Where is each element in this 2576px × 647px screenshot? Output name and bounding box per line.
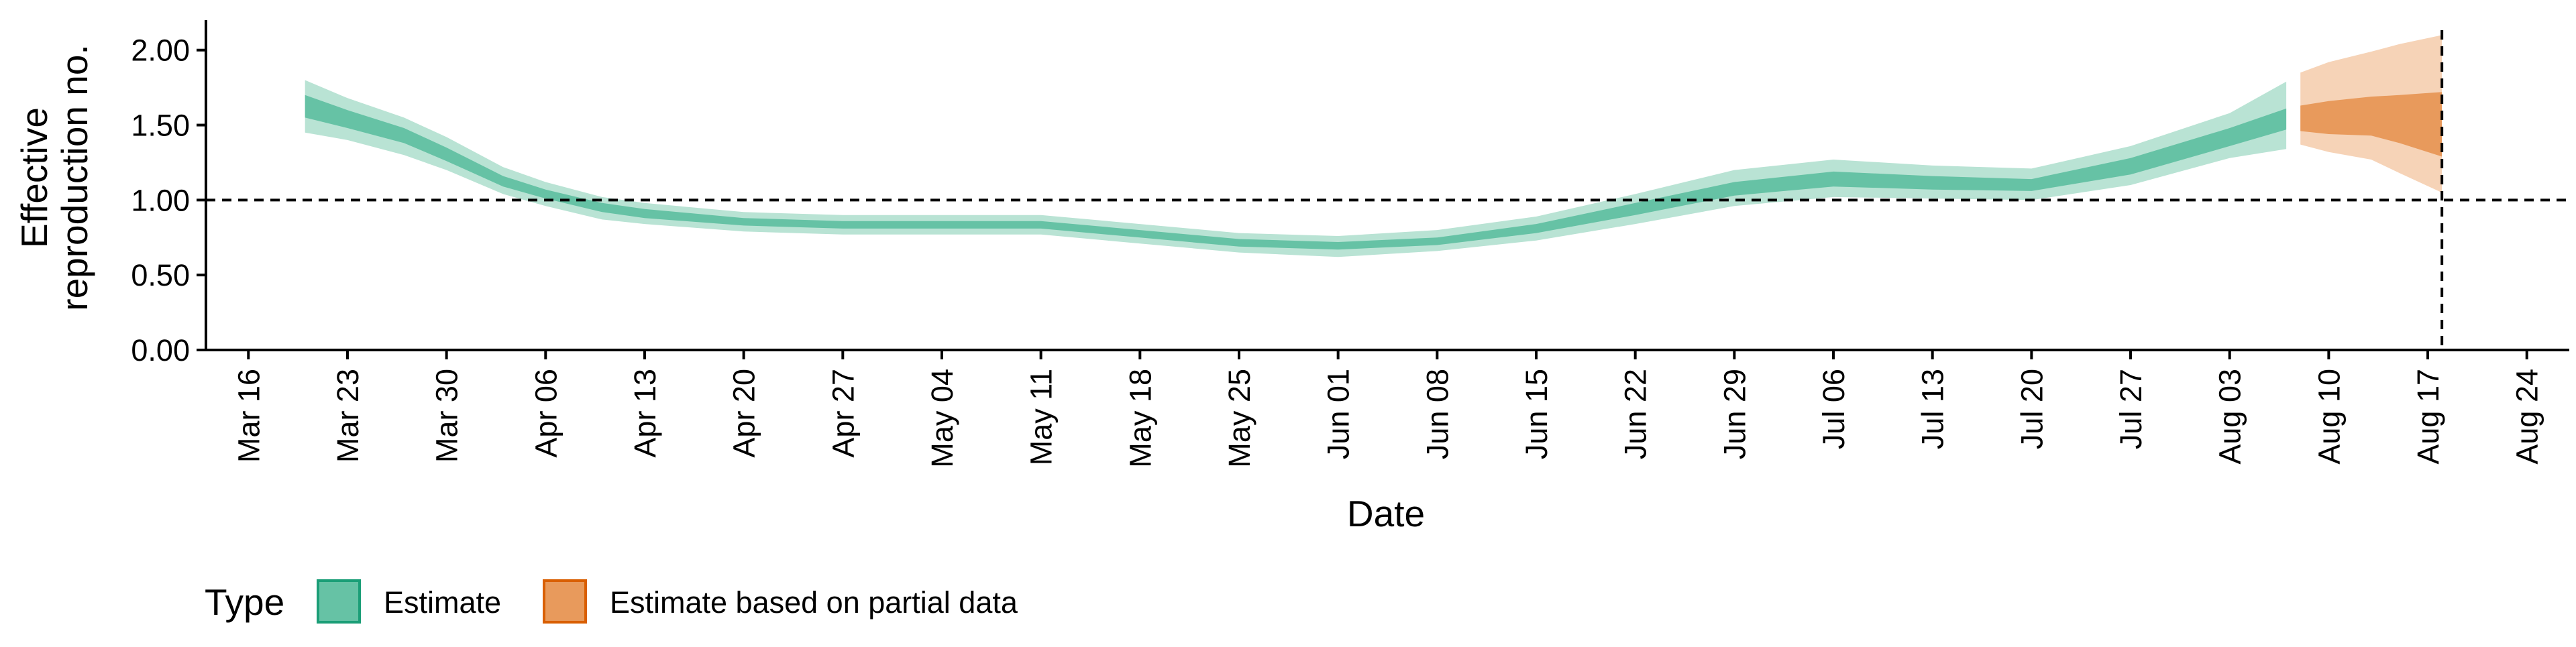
legend-title: Type [205, 581, 284, 623]
axes: 0.00 0.50 1.00 1.50 2.00 Mar 16 Mar 23 Mar 30 Ap… [131, 20, 2569, 468]
x-tick-label: Apr 06 [529, 369, 563, 458]
x-tick-label: Aug 10 [2312, 369, 2346, 465]
x-tick-label: Jul 06 [1817, 369, 1851, 449]
x-tick-label: Apr 27 [826, 369, 860, 458]
series-estimate [305, 80, 2287, 257]
y-tick-label: 1.00 [131, 183, 190, 217]
legend-label-estimate: Estimate [384, 585, 501, 620]
legend: Type Estimate Estimate based on partial … [205, 579, 1018, 624]
x-tick-label: Aug 03 [2213, 369, 2247, 465]
x-tick-label: Jun 29 [1717, 369, 1752, 459]
x-tick-label: Mar 16 [231, 369, 266, 463]
x-tick-label: Apr 20 [727, 369, 761, 458]
x-tick-label: Jul 13 [1916, 369, 1950, 449]
y-axis-title-line-2: reproduction no. [54, 44, 95, 311]
x-tick-label: Jun 08 [1420, 369, 1454, 459]
legend-swatch-partial [543, 579, 587, 624]
band-90-estimate [305, 80, 2287, 257]
x-tick-label: Jun 01 [1322, 369, 1356, 459]
y-tick-label: 1.50 [131, 109, 190, 143]
x-axis-title: Date [1347, 493, 1425, 534]
x-tick-label: May 18 [1123, 369, 1157, 468]
y-tick-label: 0.50 [131, 258, 190, 292]
x-tick-label: Jul 27 [2114, 369, 2148, 449]
x-tick-label: May 04 [925, 369, 959, 468]
x-tick-label: Aug 17 [2411, 369, 2445, 465]
band-50-partial [2300, 92, 2443, 157]
x-tick-label: Mar 23 [331, 369, 365, 463]
x-tick-label: May 25 [1222, 369, 1256, 468]
y-axis-title-line-1: Effective [13, 107, 55, 248]
x-tick-label: Mar 30 [430, 369, 464, 463]
x-tick-label: Jul 20 [2015, 369, 2049, 449]
series-partial-data [2300, 35, 2443, 193]
y-tick-label: 2.00 [131, 34, 190, 68]
x-tick-label: May 11 [1024, 369, 1059, 465]
legend-label-partial: Estimate based on partial data [610, 585, 1018, 620]
x-tick-label: Apr 13 [628, 369, 662, 458]
x-tick-label: Jun 15 [1519, 369, 1554, 459]
y-tick-label: 0.00 [131, 333, 190, 367]
plot-area [206, 30, 2569, 350]
x-tick-label: Jun 22 [1619, 369, 1653, 459]
y-axis-title: Effective reproduction no. [13, 44, 95, 311]
x-tick-label: Aug 24 [2510, 369, 2544, 465]
legend-swatch-estimate [317, 579, 361, 624]
